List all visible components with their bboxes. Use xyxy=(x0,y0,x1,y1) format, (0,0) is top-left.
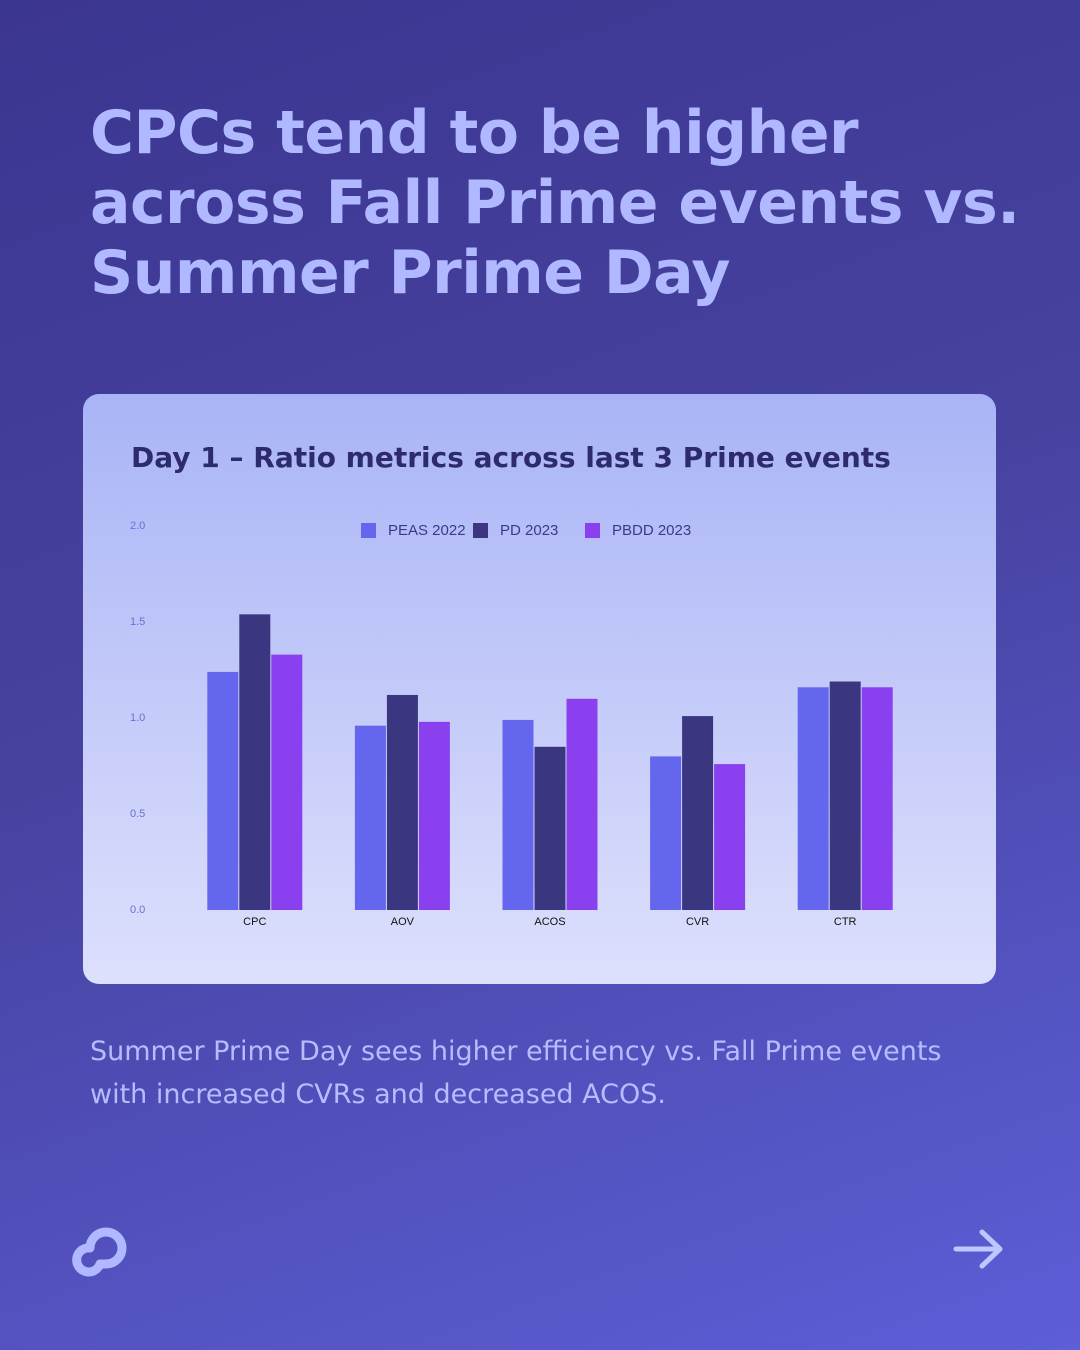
legend-label: PBDD 2023 xyxy=(612,522,691,539)
logo xyxy=(72,1227,127,1277)
bar xyxy=(271,654,303,910)
y-tick-label: 0.0 xyxy=(130,904,145,916)
bar xyxy=(861,687,893,910)
x-tick-label: ACOS xyxy=(534,916,565,928)
card-bg xyxy=(83,394,996,984)
legend-label: PD 2023 xyxy=(500,522,558,539)
bar xyxy=(650,756,682,910)
y-tick-label: 1.0 xyxy=(130,712,145,724)
bar xyxy=(534,746,566,910)
x-tick-label: CVR xyxy=(686,916,709,928)
y-tick-label: 0.5 xyxy=(130,808,145,820)
x-tick-label: CTR xyxy=(834,916,857,928)
x-tick-label: AOV xyxy=(391,916,415,928)
legend-label: PEAS 2022 xyxy=(388,522,466,539)
bar xyxy=(418,721,450,910)
bar xyxy=(502,719,534,910)
y-tick-label: 2.0 xyxy=(130,520,145,532)
legend-swatch xyxy=(361,523,376,538)
chart-title: Day 1 – Ratio metrics across last 3 Prim… xyxy=(131,441,891,474)
next-arrow[interactable] xyxy=(950,1226,1008,1272)
bar xyxy=(239,614,271,910)
bar xyxy=(682,716,714,910)
bar xyxy=(829,681,861,910)
y-tick-label: 1.5 xyxy=(130,616,145,628)
legend-swatch xyxy=(585,523,600,538)
bar xyxy=(797,687,829,910)
chart: Day 1 – Ratio metrics across last 3 Prim… xyxy=(83,394,996,984)
bar xyxy=(714,764,746,910)
bar xyxy=(354,725,386,910)
legend-swatch xyxy=(473,523,488,538)
bar xyxy=(386,694,418,910)
heading: CPCs tend to be higher across Fall Prime… xyxy=(90,98,1020,308)
bar xyxy=(566,698,598,910)
bar xyxy=(207,671,239,910)
caption: Summer Prime Day sees higher efficiency … xyxy=(90,1036,942,1110)
x-tick-label: CPC xyxy=(243,916,266,928)
